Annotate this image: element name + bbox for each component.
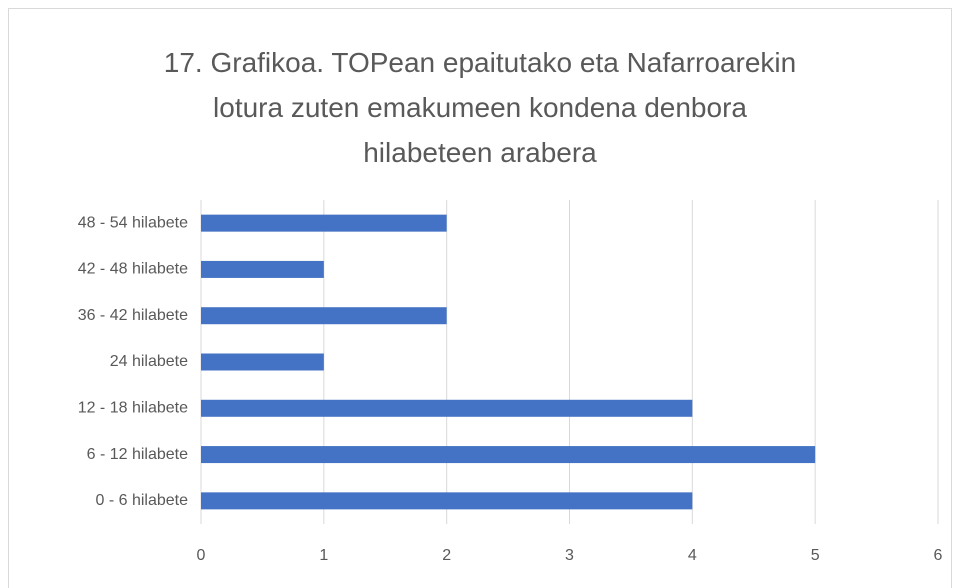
bar (201, 446, 816, 464)
y-tick-label: 0 - 6 hilabete (95, 492, 188, 509)
y-tick-label: 42 - 48 hilabete (78, 261, 188, 278)
x-tick-label: 6 (934, 547, 943, 564)
x-tick-label: 5 (811, 547, 820, 564)
bar (201, 399, 693, 417)
x-tick-label: 4 (688, 547, 697, 564)
chart-title: 17. Grafikoa. TOPean epaitutako eta Nafa… (163, 47, 797, 168)
x-tick-label: 2 (442, 547, 451, 564)
bar (201, 214, 447, 232)
x-tick-label: 3 (565, 547, 574, 564)
x-tick-label: 0 (197, 547, 206, 564)
x-tick-label: 1 (319, 547, 328, 564)
chart-frame (8, 8, 952, 588)
y-tick-label: 24 hilabete (110, 353, 188, 370)
y-tick-label: 6 - 12 hilabete (87, 446, 189, 463)
y-tick-label: 12 - 18 hilabete (78, 400, 188, 417)
bar (201, 353, 324, 371)
y-tick-label: 36 - 42 hilabete (78, 307, 188, 324)
bar (201, 492, 693, 510)
bar (201, 260, 324, 278)
bar (201, 307, 447, 325)
y-tick-label: 48 - 54 hilabete (78, 214, 188, 231)
